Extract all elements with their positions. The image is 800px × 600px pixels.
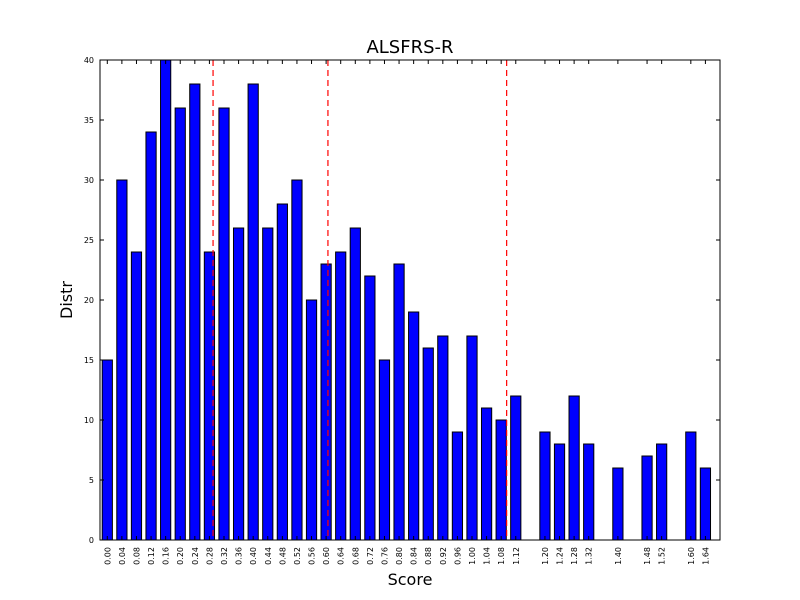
x-tick-label: 0.92 — [439, 547, 448, 565]
x-tick-label: 0.16 — [162, 547, 171, 565]
threshold-lines — [212, 60, 508, 540]
y-tick-label: 0 — [89, 536, 94, 545]
x-tick-label: 1.24 — [556, 547, 565, 565]
x-tick-label: 0.96 — [453, 547, 462, 565]
bar — [583, 443, 595, 541]
x-tick-label: 0.88 — [424, 547, 433, 565]
x-tick-label: 0.20 — [176, 547, 185, 565]
bar — [262, 227, 274, 541]
x-tick-label: 0.24 — [191, 547, 200, 565]
x-tick-label: 0.84 — [410, 547, 419, 565]
bar — [568, 395, 580, 541]
bar — [539, 431, 551, 541]
bar — [145, 131, 157, 541]
x-tick-label: 1.40 — [614, 547, 623, 565]
x-tick-label: 1.08 — [497, 547, 506, 565]
x-tick-label: 1.32 — [585, 547, 594, 565]
x-tick-label: 0.28 — [205, 547, 214, 565]
bar — [174, 107, 186, 541]
chart-title: ALSFRS-R — [366, 37, 453, 58]
x-tick-label: 0.76 — [380, 547, 389, 565]
y-tick-label: 40 — [84, 56, 94, 65]
bar — [699, 467, 712, 541]
x-tick-label: 0.68 — [351, 547, 360, 565]
bar — [189, 83, 201, 541]
x-tick-label: 1.00 — [468, 547, 477, 565]
bar — [685, 431, 697, 541]
bar — [451, 431, 464, 541]
bar — [218, 107, 230, 541]
x-tick-label: 1.52 — [658, 547, 667, 565]
x-axis-label: Score — [388, 570, 433, 589]
bar — [656, 443, 668, 541]
bar — [101, 359, 113, 541]
x-tick-label: 0.72 — [366, 547, 375, 565]
bar — [291, 179, 303, 541]
x-axis-ticks: 0.00 0.04 0.08 0.12 0.16 0.20 0.24 0.28 0.32 0.36… — [103, 60, 710, 565]
x-tick-label: 1.28 — [570, 547, 579, 565]
x-tick-label: 1.60 — [687, 547, 696, 565]
bar — [495, 419, 507, 541]
y-tick-label: 5 — [89, 476, 94, 485]
x-tick-label: 0.32 — [220, 547, 229, 565]
bar — [641, 455, 653, 541]
x-tick-label: 0.40 — [249, 547, 258, 565]
bars-group — [101, 59, 712, 541]
bar — [466, 335, 478, 541]
bar — [378, 359, 391, 541]
bar — [160, 59, 172, 541]
y-tick-label: 30 — [84, 176, 94, 185]
bar — [393, 263, 405, 541]
x-tick-label: 1.20 — [541, 547, 550, 565]
x-tick-label: 1.64 — [701, 547, 710, 565]
bar — [349, 227, 361, 541]
x-tick-label: 0.08 — [132, 547, 141, 565]
bar — [247, 83, 259, 541]
bar — [437, 335, 449, 541]
x-tick-label: 0.60 — [322, 547, 331, 565]
bar — [510, 395, 522, 541]
bar — [364, 275, 376, 541]
y-axis-ticks: 0 5 10 15 20 25 30 35 40 — [84, 56, 720, 545]
bar — [305, 299, 318, 541]
bar — [276, 203, 288, 541]
y-axis-label: Distr — [57, 281, 76, 319]
x-tick-label: 0.36 — [235, 547, 244, 565]
x-tick-label: 0.04 — [118, 547, 127, 565]
x-tick-label: 0.48 — [278, 547, 287, 565]
y-tick-label: 10 — [84, 416, 94, 425]
bar — [130, 251, 143, 541]
bar — [408, 311, 420, 541]
y-tick-label: 25 — [84, 236, 94, 245]
x-tick-label: 0.44 — [264, 547, 273, 565]
x-tick-label: 0.80 — [395, 547, 404, 565]
bar — [612, 467, 624, 541]
bar — [320, 263, 332, 541]
bar — [335, 251, 347, 541]
bar — [232, 227, 245, 541]
y-tick-label: 20 — [84, 296, 94, 305]
bar — [116, 179, 128, 541]
x-tick-label: 1.04 — [483, 547, 492, 565]
x-tick-label: 1.12 — [512, 547, 521, 565]
y-tick-label: 15 — [84, 356, 94, 365]
x-tick-label: 0.12 — [147, 547, 156, 565]
x-tick-label: 0.52 — [293, 547, 302, 565]
y-tick-label: 35 — [84, 116, 94, 125]
x-tick-label: 1.48 — [643, 547, 652, 565]
x-tick-label: 0.64 — [337, 547, 346, 565]
x-tick-label: 0.00 — [103, 547, 112, 565]
bar — [553, 443, 566, 541]
x-tick-label: 0.56 — [308, 547, 317, 565]
bar — [422, 347, 434, 541]
bar — [480, 407, 493, 541]
